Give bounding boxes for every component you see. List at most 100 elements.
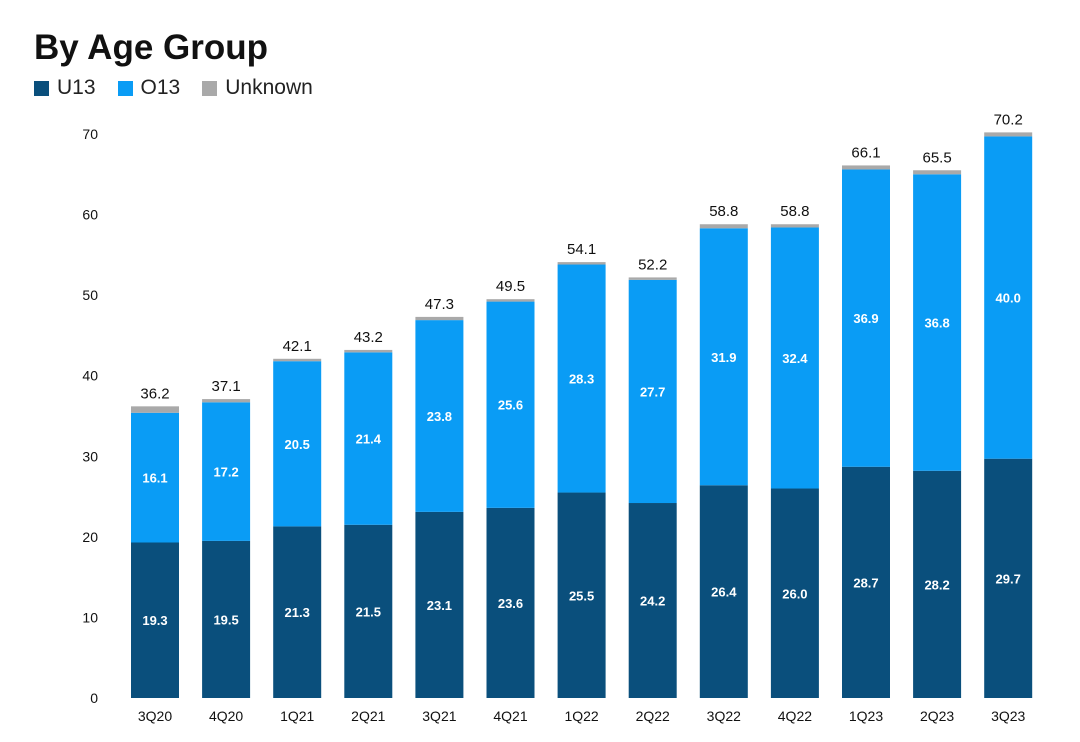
bar-segment-u13 (415, 511, 464, 698)
x-tick-label: 2Q22 (636, 708, 670, 724)
y-tick-label: 0 (90, 690, 98, 706)
x-tick-label: 4Q20 (209, 708, 243, 724)
total-label: 37.1 (211, 378, 240, 395)
y-tick-label: 40 (82, 368, 98, 384)
x-tick-label: 1Q21 (280, 708, 314, 724)
data-label-u13: 21.3 (285, 605, 310, 620)
x-tick-label: 3Q20 (138, 708, 172, 724)
legend: U13 O13 Unknown (34, 76, 335, 100)
bar-segment-unknown (486, 299, 535, 302)
x-tick-label: 4Q21 (493, 708, 527, 724)
bar-segment-u13 (699, 485, 748, 698)
y-tick-label: 60 (82, 207, 98, 223)
legend-label: Unknown (225, 76, 313, 99)
x-tick-label: 2Q23 (920, 708, 954, 724)
total-label: 36.2 (140, 385, 169, 402)
bar-segment-u13 (131, 542, 179, 698)
data-label-o13: 27.7 (640, 384, 665, 399)
total-label: 65.5 (922, 149, 951, 166)
bar-segment-u13 (344, 524, 393, 698)
y-tick-label: 20 (82, 529, 98, 545)
data-label-u13: 26.4 (711, 585, 737, 600)
bar-segment-u13 (557, 492, 606, 698)
total-label: 66.1 (851, 144, 880, 161)
bar-segment-unknown (344, 349, 393, 353)
bar-segment-o13 (628, 279, 677, 504)
legend-item-u13: U13 (34, 76, 96, 100)
data-label-u13: 29.7 (996, 571, 1021, 586)
data-label-o13: 16.1 (142, 471, 167, 486)
bar-segment-o13 (913, 174, 962, 471)
bar-segment-unknown (699, 224, 748, 229)
bar-segment-o13 (699, 228, 748, 486)
data-label-u13: 19.3 (142, 613, 167, 628)
x-tick-label: 2Q21 (351, 708, 385, 724)
total-label: 42.1 (283, 338, 312, 355)
bar-segment-unknown (557, 262, 606, 265)
bar-segment-unknown (415, 316, 464, 321)
bar-segment-u13 (273, 526, 322, 698)
bar-segment-o13 (842, 169, 890, 467)
data-label-o13: 36.8 (924, 316, 949, 331)
bar-segment-o13 (557, 264, 606, 493)
bar-segment-o13 (770, 227, 819, 489)
legend-swatch (117, 80, 133, 96)
bar-segment-u13 (770, 488, 819, 698)
x-tick-label: 3Q23 (991, 708, 1025, 724)
data-label-u13: 24.2 (640, 594, 665, 609)
data-label-u13: 28.2 (924, 577, 949, 592)
total-label: 43.2 (354, 329, 383, 346)
bar-segment-o13 (131, 412, 179, 543)
data-label-o13: 25.6 (498, 398, 523, 413)
total-label: 47.3 (425, 296, 454, 313)
data-label-o13: 31.9 (711, 350, 736, 365)
x-tick-label: 1Q23 (849, 708, 883, 724)
bar-segment-u13 (984, 458, 1033, 698)
legend-label: O13 (140, 76, 181, 99)
y-tick-label: 50 (82, 287, 98, 303)
total-label: 52.2 (638, 256, 667, 273)
bar-segment-unknown (913, 170, 962, 175)
bar-segment-unknown (770, 224, 819, 228)
total-label: 58.8 (709, 203, 738, 220)
data-label-o13: 36.9 (853, 311, 878, 326)
bar-segment-o13 (344, 352, 393, 525)
legend-swatch (34, 80, 49, 96)
y-tick-label: 10 (82, 609, 98, 625)
total-label: 54.1 (567, 241, 596, 258)
bar-segment-u13 (913, 470, 962, 698)
legend-swatch (202, 80, 218, 96)
bar-segment-unknown (984, 132, 1033, 137)
legend-item-o13: O13 (117, 76, 181, 100)
y-tick-label: 30 (82, 448, 98, 464)
data-label-u13: 23.1 (427, 598, 452, 613)
bar-segment-o13 (984, 136, 1033, 459)
x-tick-label: 3Q22 (707, 708, 741, 724)
bar-segment-u13 (628, 503, 677, 698)
x-tick-label: 3Q21 (422, 708, 456, 724)
total-label: 70.2 (994, 111, 1023, 128)
x-tick-label: 4Q22 (778, 708, 812, 724)
bar-segment-unknown (131, 406, 179, 413)
data-label-u13: 19.5 (213, 612, 238, 627)
data-label-u13: 23.6 (498, 596, 523, 611)
bar-segment-unknown (842, 165, 890, 170)
data-label-o13: 28.3 (569, 372, 594, 387)
data-label-o13: 17.2 (213, 465, 238, 480)
bar-segment-unknown (273, 358, 322, 362)
bar-segment-u13 (486, 507, 535, 698)
bar-segment-o13 (486, 301, 535, 508)
legend-item-unknown: Unknown (202, 76, 313, 100)
bar-segment-u13 (842, 466, 890, 698)
chart-title: By Age Group (34, 28, 268, 67)
data-label-u13: 28.7 (853, 575, 878, 590)
data-label-u13: 21.5 (356, 604, 381, 619)
bar-segment-o13 (202, 402, 251, 541)
data-label-o13: 23.8 (427, 409, 452, 424)
data-label-o13: 20.5 (285, 437, 310, 452)
data-label-u13: 25.5 (569, 588, 594, 603)
data-label-o13: 40.0 (996, 291, 1021, 306)
x-tick-label: 1Q22 (564, 708, 598, 724)
data-label-u13: 26.0 (782, 586, 807, 601)
